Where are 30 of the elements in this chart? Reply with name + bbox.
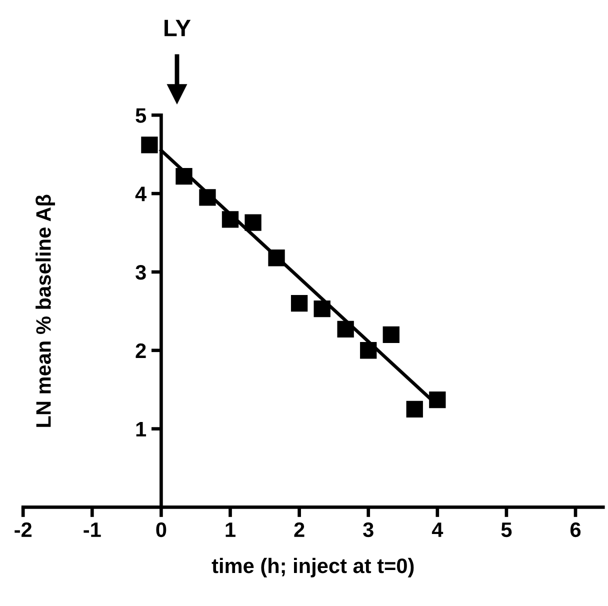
point — [199, 189, 216, 206]
point — [382, 326, 400, 344]
y-axis-title: LN mean % baseline Aβ — [36, 194, 56, 427]
point — [222, 211, 239, 228]
x-tick-label: 1 — [226, 522, 236, 537]
x-tick-label: 5 — [501, 522, 512, 538]
point — [360, 342, 377, 359]
x-tick-label: 6 — [570, 522, 581, 538]
point — [290, 295, 308, 312]
y-tick-label: 4 — [135, 186, 147, 202]
point — [268, 250, 285, 266]
x-tick-label: 4 — [432, 522, 444, 537]
text: LY — [164, 20, 191, 36]
x-tick-label: 2 — [294, 522, 304, 537]
point — [337, 320, 354, 338]
x-axis-title: time (h; inject at t=0) — [212, 558, 414, 578]
y-tick-label: 2 — [136, 343, 146, 358]
y-tick-label: 5 — [136, 108, 146, 123]
point — [244, 214, 262, 231]
point — [429, 391, 446, 408]
point — [314, 300, 330, 318]
x-tick-label: 3 — [363, 522, 374, 538]
x-tick-label: -1 — [84, 522, 101, 537]
x-tick-label: -2 — [14, 522, 32, 537]
point — [141, 136, 158, 154]
y-tick-label: 1 — [136, 422, 146, 436]
point — [176, 168, 192, 185]
point — [406, 400, 423, 418]
x-tick-label: 0 — [156, 522, 166, 538]
y-tick-label: 3 — [136, 264, 146, 280]
